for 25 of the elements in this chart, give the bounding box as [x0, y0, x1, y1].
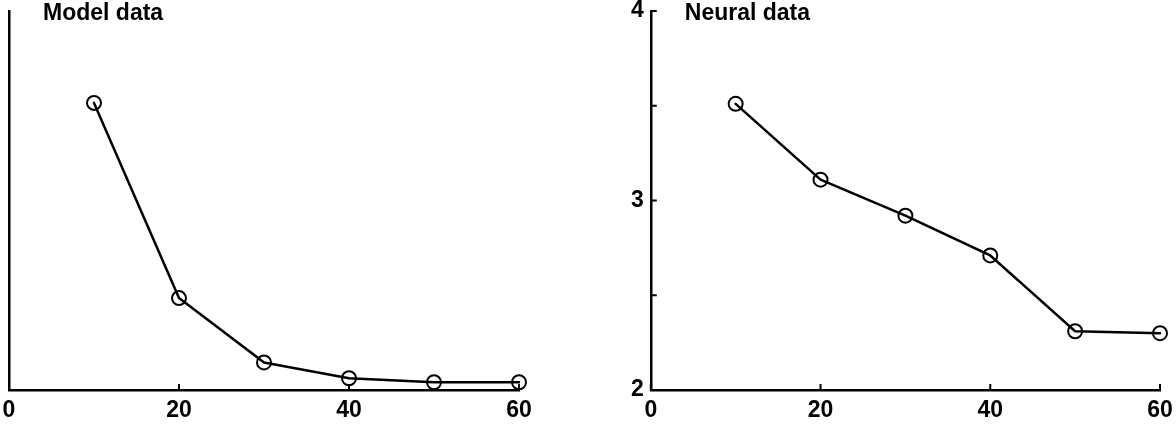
point [426, 374, 442, 391]
x-tick-label: 0 [644, 395, 658, 422]
x-tick-label: 60 [506, 395, 532, 422]
point [982, 247, 999, 264]
x-tick-label: 40 [977, 395, 1004, 422]
y-tick-label: 4 [630, 0, 644, 23]
point [256, 354, 272, 371]
x-tick-label: 20 [807, 395, 834, 422]
point [511, 374, 527, 391]
x-tick-label: 0 [2, 395, 16, 422]
point [812, 171, 829, 188]
point [1067, 323, 1084, 340]
point [1152, 325, 1168, 342]
chart-title: Neural data [684, 0, 811, 25]
x-tick-label: 40 [336, 395, 362, 422]
point [897, 207, 914, 224]
x-tick-label: 20 [166, 395, 192, 422]
point [86, 94, 102, 111]
y-tick-label: 2 [630, 375, 644, 402]
point [171, 290, 187, 307]
point [341, 370, 357, 387]
point [727, 95, 744, 112]
y-tick-label: 3 [630, 185, 644, 212]
chart-title: Model data [43, 0, 164, 25]
x-tick-label: 60 [1147, 395, 1173, 422]
